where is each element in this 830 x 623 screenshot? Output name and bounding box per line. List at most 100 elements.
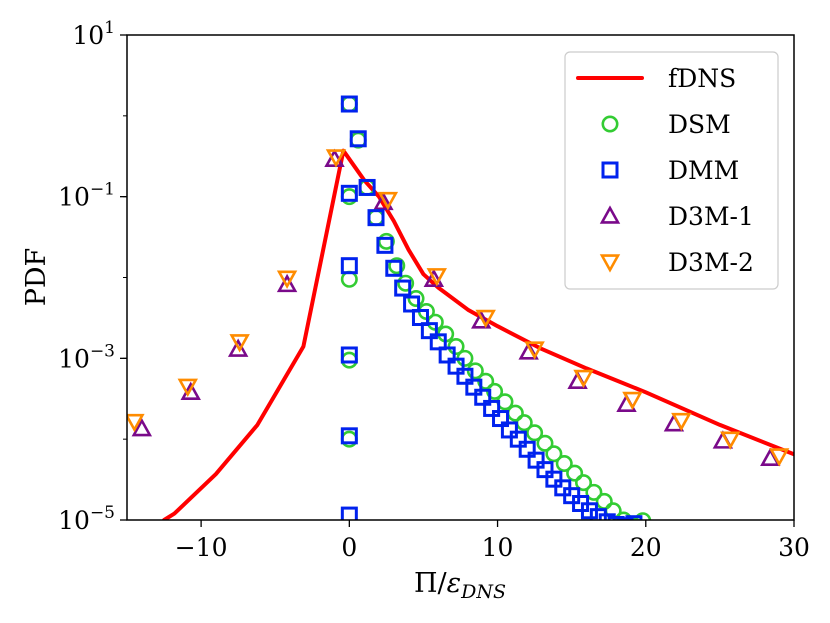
data-point-dmm <box>349 130 367 148</box>
data-point-dmm <box>358 178 376 196</box>
legend-swatch-square <box>601 161 619 179</box>
x-tick-label: 30 <box>778 533 810 562</box>
data-point-dmm <box>589 508 607 520</box>
data-point-dmm <box>492 410 510 428</box>
data-point-dmm <box>616 517 634 520</box>
legend-item: D3M-2 <box>599 248 754 277</box>
data-point-d3m-1 <box>227 338 249 357</box>
series-line-fdns <box>162 148 794 520</box>
data-point-d3m-2 <box>768 448 790 467</box>
data-point-d3m-2 <box>475 309 496 329</box>
data-point-d3m-2 <box>622 391 643 411</box>
legend-item: D3M-1 <box>599 202 754 231</box>
legend-item: fDNS <box>576 64 736 93</box>
data-point-dsm <box>627 517 641 520</box>
data-point-dsm <box>575 474 593 492</box>
data-point-d3m-2 <box>325 149 347 168</box>
data-point-dmm <box>438 346 456 364</box>
data-point-dmm <box>340 257 358 275</box>
data-point-dsm <box>340 95 358 113</box>
data-point-dsm <box>634 512 652 520</box>
data-point-dsm <box>526 424 544 442</box>
data-point-d3m-2 <box>720 431 741 450</box>
plot-area <box>127 95 794 520</box>
data-point-dmm <box>545 470 563 488</box>
data-point-dmm <box>527 451 545 469</box>
data-point-dmm <box>340 506 358 520</box>
data-point-dmm <box>465 378 483 396</box>
data-point-dmm <box>340 184 358 202</box>
legend-label: D3M-1 <box>668 202 754 231</box>
data-point-dmm <box>456 367 474 385</box>
data-point-dmm <box>607 515 625 520</box>
data-point-d3m-2 <box>177 378 198 398</box>
y-tick-label: 10−1 <box>58 180 115 212</box>
series-dmm <box>340 95 643 520</box>
data-point-dsm <box>585 483 603 501</box>
x-axis-ticks: −10 0 10 20 30 <box>175 520 810 562</box>
data-point-dsm <box>397 274 415 292</box>
data-point-d3m-1 <box>373 191 394 211</box>
y-tick-label: 10−5 <box>58 503 115 535</box>
data-point-dmm <box>420 322 438 340</box>
data-point-dmm <box>367 209 385 227</box>
data-point-d3m-2 <box>229 334 250 353</box>
data-point-dmm <box>483 399 501 417</box>
legend-label: DSM <box>668 110 731 139</box>
legend-box <box>564 51 779 290</box>
data-point-dmm <box>447 357 465 375</box>
legend-label: D3M-2 <box>668 248 754 277</box>
y-tick-label: 101 <box>72 18 115 50</box>
data-point-dmm <box>500 421 518 439</box>
legend-label: fDNS <box>668 64 736 93</box>
data-point-dmm <box>340 346 358 364</box>
data-point-dmm <box>340 427 358 445</box>
data-point-d3m-2 <box>276 270 298 289</box>
data-point-d3m-2 <box>426 268 447 287</box>
data-point-dmm <box>518 440 536 458</box>
data-point-dmm <box>429 333 447 351</box>
data-point-dsm <box>555 454 573 472</box>
data-point-d3m-2 <box>671 412 692 432</box>
x-tick-label: −10 <box>175 533 228 562</box>
data-point-dsm <box>340 270 358 288</box>
data-point-d3m-1 <box>423 268 445 288</box>
legend-swatch-circle <box>601 115 619 133</box>
legend-label: DMM <box>668 156 739 185</box>
data-point-dmm <box>474 388 492 406</box>
series-fdns <box>162 148 794 520</box>
data-point-d3m-2 <box>524 341 545 360</box>
data-point-d3m-2 <box>377 191 399 211</box>
legend-swatch-triangle-down <box>599 254 621 273</box>
data-point-dsm <box>595 492 613 510</box>
data-point-dmm <box>385 259 403 277</box>
y-tick-label: 10−3 <box>58 341 115 373</box>
data-point-dsm <box>367 209 385 227</box>
data-point-d3m-1 <box>131 417 153 437</box>
data-point-dmm <box>598 513 616 520</box>
data-point-d3m-1 <box>471 310 492 329</box>
data-point-dsm <box>566 464 584 482</box>
x-tick-label: 0 <box>341 533 357 562</box>
x-axis-title: Π/εDNS <box>414 568 506 603</box>
data-point-dmm <box>411 309 429 327</box>
data-point-dmm <box>625 515 643 520</box>
data-point-dmm <box>340 95 358 113</box>
x-tick-label: 10 <box>482 533 514 562</box>
axes: −10 0 10 20 30 101 10−1 10−3 10−5 Π/εDNS PDF <box>21 18 810 603</box>
x-tick-label: 20 <box>630 533 662 562</box>
data-point-d3m-1 <box>276 273 298 293</box>
series-d3m-2 <box>127 149 790 467</box>
legend-item: DSM <box>601 110 731 139</box>
y-axis-title: PDF <box>21 248 52 307</box>
legend-item: DMM <box>601 156 739 185</box>
data-point-dmm <box>403 295 421 313</box>
data-point-dsm <box>466 362 484 380</box>
y-axis-ticks: 101 10−1 10−3 10−5 <box>58 18 127 535</box>
data-point-dsm <box>340 351 358 369</box>
data-point-d3m-2 <box>573 369 594 389</box>
legend-swatch-triangle-up <box>599 205 621 224</box>
data-point-dmm <box>376 236 394 254</box>
data-point-dmm <box>394 279 412 297</box>
